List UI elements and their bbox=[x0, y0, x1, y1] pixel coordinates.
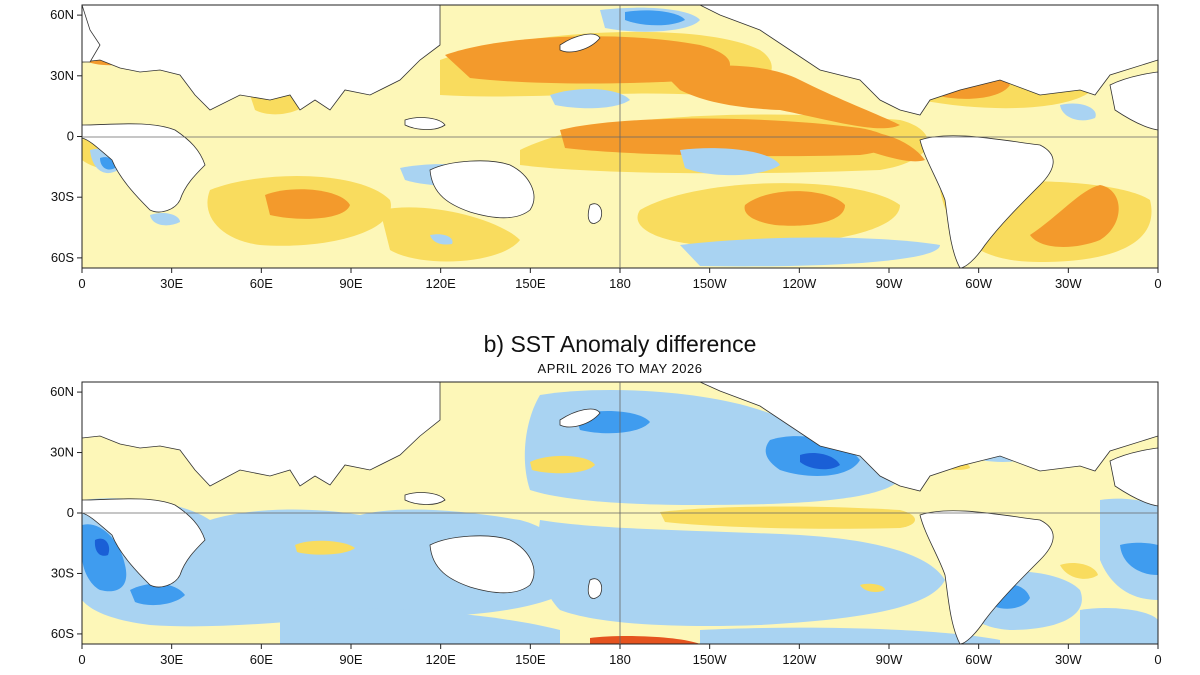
africa-west-land bbox=[1109, 71, 1158, 131]
panel_a-x-tick-label: 30W bbox=[1055, 276, 1082, 291]
panel_b-x-tick-label: 90E bbox=[339, 652, 362, 667]
panel-b-axes: 0 30E 60E 90E 120E 150E 180 150W 120W 90W 60W 30W 06… bbox=[50, 384, 1161, 667]
new-zealand-land bbox=[587, 578, 603, 599]
panel_a-y-tick-label: 30S bbox=[51, 189, 74, 204]
panel_b-x-tick-label: 150E bbox=[515, 652, 546, 667]
panel_b-x-tick-label: 0 bbox=[1154, 652, 1161, 667]
panel_a-y-tick-label: 0 bbox=[67, 129, 74, 144]
panel-a-axes: 0 30E 60E 90E 120E 150E 180 150W 120W 90W 60W 30W 06… bbox=[50, 7, 1161, 291]
panel_a-y-tick-label: 30N bbox=[50, 68, 74, 83]
panel_a-x-tick-label: 0 bbox=[1154, 276, 1161, 291]
panel-b-title: b) SST Anomaly difference bbox=[484, 331, 757, 357]
panel_b-x-tick-label: 180 bbox=[609, 652, 631, 667]
maritime-continent-land bbox=[404, 492, 446, 505]
panel_b-x-tick-label: 120W bbox=[782, 652, 817, 667]
panel_b-x-tick-label: 90W bbox=[876, 652, 903, 667]
panel_a-x-tick-label: 180 bbox=[609, 276, 631, 291]
eurasia-land bbox=[82, 382, 441, 487]
africa-land bbox=[82, 498, 206, 588]
panel_a-x-tick-label: 150E bbox=[515, 276, 546, 291]
panel_a-y-tick-label: 60S bbox=[51, 250, 74, 265]
panel_b-y-tick-label: 60S bbox=[51, 626, 74, 641]
panel-a-map bbox=[81, 4, 1159, 269]
south-america-land bbox=[919, 510, 1054, 644]
panel_a-x-tick-label: 90E bbox=[339, 276, 362, 291]
australia-land bbox=[429, 535, 535, 594]
panel_b-x-tick-label: 120E bbox=[425, 652, 456, 667]
panel-b-subtitle: APRIL 2026 TO MAY 2026 bbox=[538, 361, 703, 376]
panel_b-y-tick-label: 0 bbox=[67, 505, 74, 520]
kamchatka-land bbox=[559, 33, 601, 53]
kamchatka-land bbox=[559, 408, 601, 428]
panel_a-x-tick-label: 120W bbox=[782, 276, 817, 291]
panel_b-y-tick-label: 30S bbox=[51, 565, 74, 580]
panel_a-x-tick-label: 30E bbox=[160, 276, 183, 291]
panel_b-x-tick-label: 30E bbox=[160, 652, 183, 667]
panel_b-y-tick-label: 60N bbox=[50, 384, 74, 399]
panel-a-continents bbox=[82, 5, 1158, 268]
panel_b-y-tick-label: 30N bbox=[50, 445, 74, 460]
africa-land bbox=[82, 123, 206, 213]
panel_a-x-tick-label: 90W bbox=[876, 276, 903, 291]
north-america-land bbox=[699, 5, 1158, 116]
panel_a-x-tick-label: 60W bbox=[965, 276, 992, 291]
panel_b-x-tick-label: 150W bbox=[693, 652, 728, 667]
australia-land bbox=[429, 160, 535, 219]
maritime-continent-land bbox=[404, 117, 446, 130]
africa-west-land bbox=[1109, 447, 1158, 507]
panel_a-y-tick-label: 60N bbox=[50, 7, 74, 22]
south-america-land bbox=[919, 135, 1054, 268]
panel_a-x-tick-label: 150W bbox=[693, 276, 728, 291]
north-america-land bbox=[699, 382, 1158, 492]
panel-b-continents bbox=[82, 382, 1158, 644]
panel_a-x-tick-label: 0 bbox=[78, 276, 85, 291]
panel_b-x-tick-label: 60W bbox=[965, 652, 992, 667]
panel_b-x-tick-label: 60E bbox=[250, 652, 273, 667]
eurasia-land bbox=[82, 5, 441, 111]
panel_a-x-tick-label: 60E bbox=[250, 276, 273, 291]
europe-land bbox=[82, 5, 101, 63]
panel_a-x-tick-label: 120E bbox=[425, 276, 456, 291]
panel-b-strong-warm-anomalies bbox=[590, 636, 700, 644]
panel_b-x-tick-label: 0 bbox=[78, 652, 85, 667]
new-zealand-land bbox=[587, 203, 603, 224]
panel-a-strong-warm-anomalies bbox=[83, 18, 1158, 247]
panel_b-x-tick-label: 30W bbox=[1055, 652, 1082, 667]
panel-b-map bbox=[81, 381, 1159, 645]
